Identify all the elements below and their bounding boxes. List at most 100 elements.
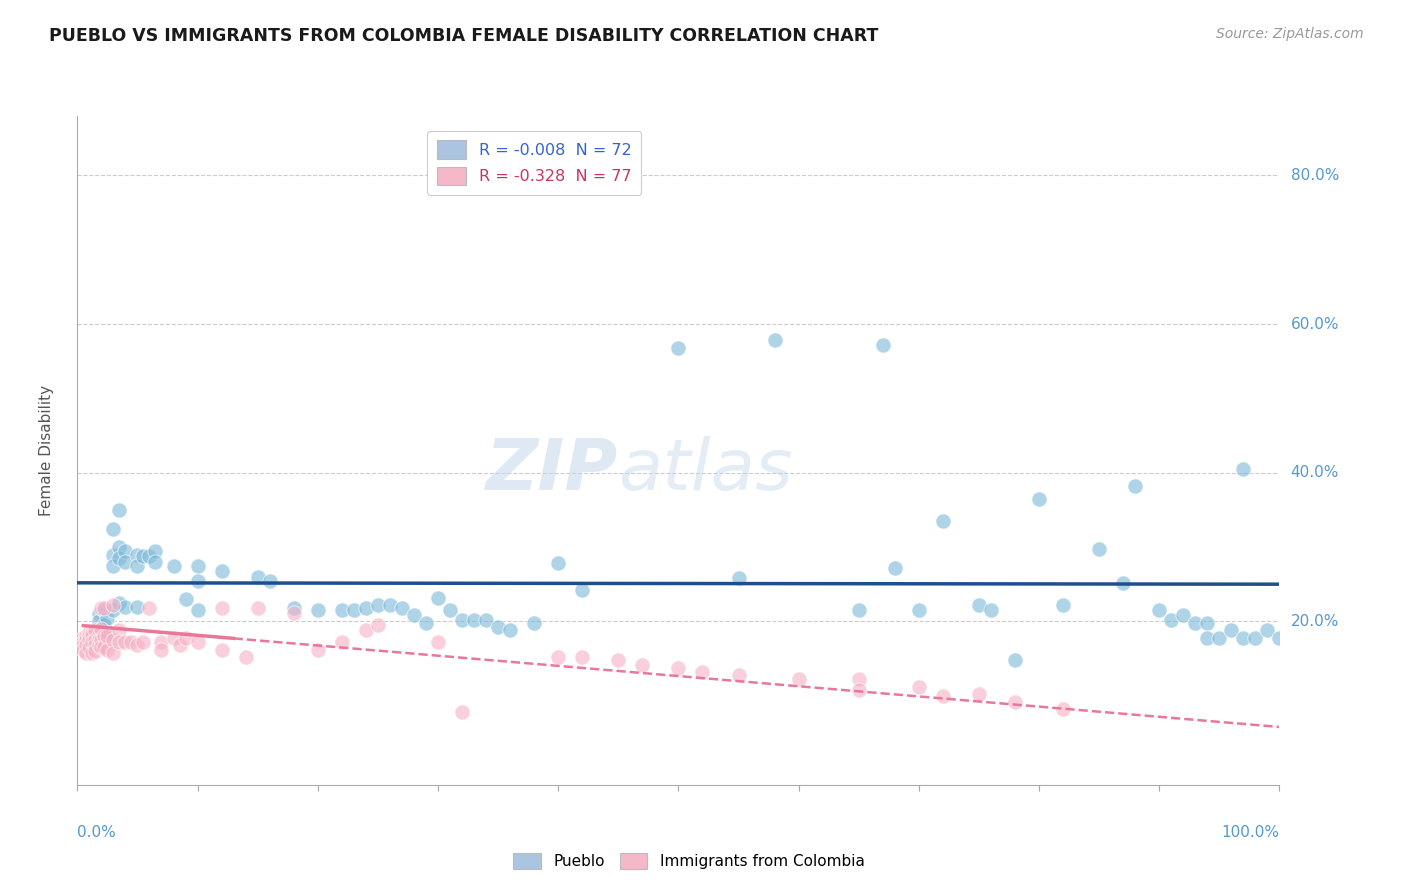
Point (1232, 631, 1254, 645)
Point (87, 615, 110, 629)
Point (246, 601, 269, 615)
Point (787, 673, 810, 687)
Point (307, 642, 329, 657)
Point (330, 635, 353, 649)
Point (1052, 598, 1074, 612)
Point (80, 635, 103, 649)
Point (932, 689, 955, 703)
Point (932, 514, 955, 528)
Point (1244, 631, 1267, 645)
Point (114, 599, 136, 614)
Point (1149, 603, 1171, 617)
Point (1160, 613, 1182, 627)
Text: PUEBLO VS IMMIGRANTS FROM COLOMBIA FEMALE DISABILITY CORRELATION CHART: PUEBLO VS IMMIGRANTS FROM COLOMBIA FEMAL… (49, 27, 879, 45)
Point (87, 607, 110, 621)
Point (1112, 575, 1135, 590)
Point (108, 596, 131, 610)
Point (93, 629, 115, 643)
Text: Source: ZipAtlas.com: Source: ZipAtlas.com (1216, 27, 1364, 41)
Point (79, 629, 101, 643)
Point (108, 551, 131, 566)
Point (378, 598, 401, 612)
Point (174, 592, 197, 607)
Point (330, 603, 353, 617)
Point (162, 558, 184, 573)
Point (186, 603, 209, 617)
Point (668, 660, 690, 674)
Point (93, 640, 115, 655)
Point (79, 625, 101, 640)
Point (96, 611, 118, 625)
Point (150, 642, 173, 657)
Point (451, 705, 474, 719)
Point (87, 628, 110, 642)
Point (114, 543, 136, 558)
Point (883, 561, 905, 575)
Point (90, 640, 112, 655)
Point (283, 606, 305, 620)
Point (186, 574, 209, 588)
Point (114, 555, 136, 569)
Point (475, 613, 498, 627)
Point (87, 633, 110, 648)
Point (145, 555, 167, 569)
Point (138, 549, 160, 563)
Point (727, 571, 749, 585)
Point (75, 633, 97, 648)
Point (1232, 462, 1254, 476)
Point (132, 549, 155, 563)
Point (79, 633, 101, 648)
Point (103, 548, 125, 562)
Point (1208, 631, 1230, 645)
Point (127, 638, 149, 652)
Point (763, 334, 786, 348)
Point (90, 622, 112, 636)
Point (499, 624, 522, 638)
Point (80, 646, 103, 660)
Point (103, 646, 125, 660)
Point (72, 631, 94, 645)
Point (547, 557, 569, 571)
Point (79, 640, 101, 655)
Point (93, 603, 115, 617)
Point (367, 598, 389, 612)
Point (103, 633, 125, 648)
Point (93, 601, 115, 615)
Point (908, 680, 931, 694)
Point (908, 603, 931, 617)
Point (1184, 615, 1206, 630)
Point (72, 635, 94, 649)
Point (211, 642, 233, 657)
Point (668, 341, 690, 355)
Point (132, 635, 155, 649)
Point (1052, 702, 1074, 716)
Point (872, 338, 894, 352)
Point (1197, 631, 1219, 645)
Point (90, 633, 112, 648)
Point (108, 635, 131, 649)
Point (235, 650, 257, 665)
Point (692, 665, 714, 679)
Text: 100.0%: 100.0% (1222, 825, 1279, 840)
Point (343, 603, 366, 617)
Point (103, 603, 125, 617)
Point (402, 608, 425, 623)
Point (463, 613, 485, 627)
Point (427, 591, 450, 605)
Point (75, 638, 97, 652)
Point (1197, 615, 1219, 630)
Point (80, 625, 103, 640)
Text: 60.0%: 60.0% (1291, 317, 1339, 332)
Point (186, 635, 209, 649)
Point (84, 624, 107, 638)
Point (90, 601, 112, 615)
Point (108, 624, 131, 638)
Point (211, 564, 233, 578)
Point (848, 673, 870, 687)
Point (1028, 491, 1050, 506)
Point (174, 631, 197, 645)
Point (72, 638, 94, 652)
Point (1268, 631, 1291, 645)
Point (259, 574, 281, 588)
Point (571, 583, 593, 598)
